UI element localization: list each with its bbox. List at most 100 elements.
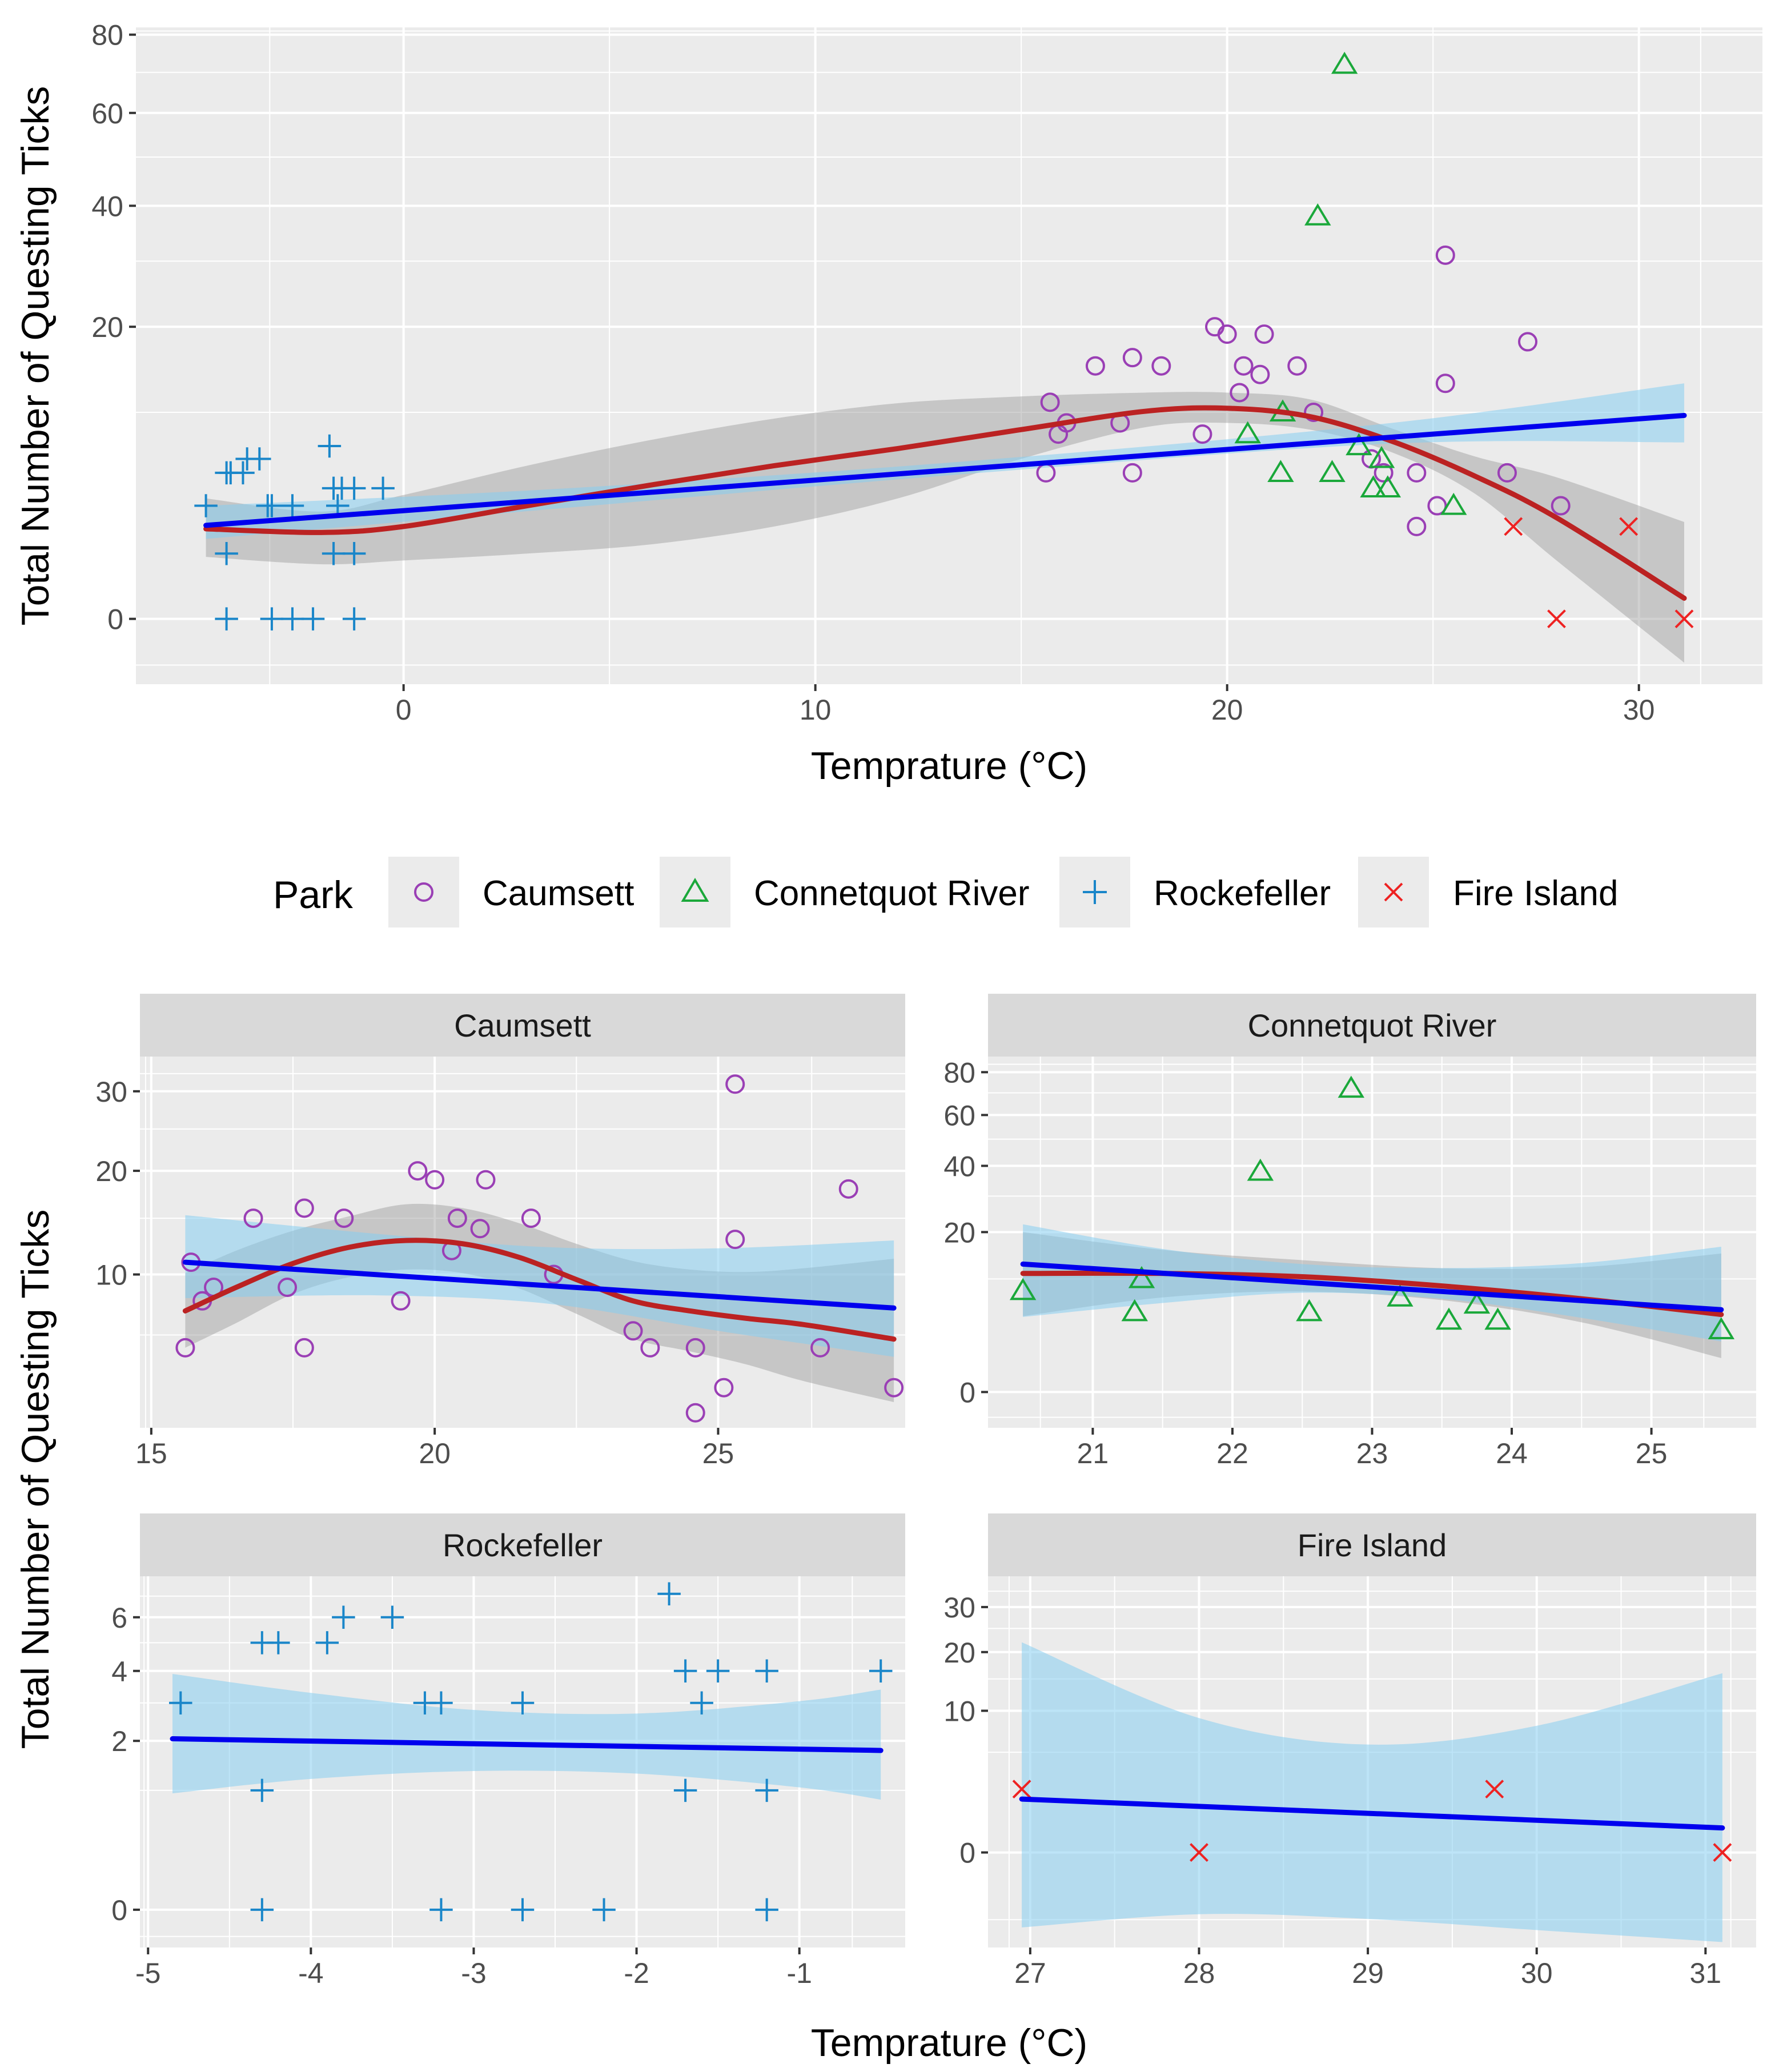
facet-fire-island-x-tick-label: 30 — [1521, 1957, 1553, 1989]
facet-connetquot-river-y-tick-label: 80 — [943, 1057, 975, 1089]
facet-rockefeller-lm-line — [170, 1736, 884, 1753]
facet-rockefeller-point-rockefeller — [673, 1778, 697, 1802]
facet-rockefeller-x-tick-label: -4 — [298, 1957, 323, 1989]
legend-item-caumsett: Caumsett — [388, 857, 634, 927]
main-x-tick-labels: 0 10 20 30 — [396, 684, 1655, 726]
facet-caumsett-point-caumsett — [838, 1179, 858, 1199]
main-point-caumsett — [1407, 516, 1427, 536]
legend-title: Park — [273, 873, 354, 917]
main-point-connetquot-river — [1234, 421, 1261, 444]
main-point-caumsett — [1217, 324, 1237, 344]
main-y-tick-label: 60 — [91, 98, 123, 130]
main-y-tick-label: 80 — [91, 19, 123, 51]
facet-caumsett-point-caumsett — [685, 1338, 705, 1358]
facet-rockefeller-point-rockefeller — [332, 1605, 355, 1629]
facet-rockefeller-y-tick-label: 4 — [111, 1656, 127, 1688]
main-x-axis-title: Temprature (°C) — [811, 744, 1087, 788]
facet-caumsett-point-caumsett — [294, 1338, 314, 1358]
main-x-tick-label: 30 — [1623, 694, 1655, 726]
facet-rockefeller-x-tick-label: -3 — [461, 1957, 486, 1989]
legend-label-caumsett: Caumsett — [483, 874, 634, 913]
facet-rockefeller-x-tick-label: -1 — [786, 1957, 812, 1989]
main-point-rockefeller — [342, 542, 366, 565]
facet-caumsett-x-ticks: 15 20 25 — [135, 1428, 734, 1469]
facet-caumsett-y-tick-label: 30 — [95, 1076, 127, 1108]
main-point-caumsett — [1254, 324, 1274, 344]
facet-caumsett-points — [175, 1074, 904, 1423]
facet-caumsett-point-caumsett — [425, 1170, 445, 1190]
facet-caumsett-point-caumsett — [391, 1291, 411, 1311]
facet-caumsett-strip — [140, 994, 905, 1057]
facet-fire-island-x-tick-label: 31 — [1690, 1957, 1722, 1989]
main-point-caumsett — [1551, 496, 1571, 516]
facet-connetquot-river-y-ticks: 0 20 40 60 80 — [943, 1057, 988, 1408]
facet-rockefeller-x-ticks: -5 -4 -3 -2 -1 — [135, 1947, 812, 1989]
facet-fire-island-y-tick-label: 20 — [943, 1637, 975, 1669]
facet-rockefeller-points — [169, 1582, 893, 1922]
facet-caumsett-x-tick-label: 20 — [419, 1437, 451, 1469]
facet-connetquot-river-y-tick-label: 40 — [943, 1150, 975, 1182]
facet-connetquot-river-point-connetquot-river — [1128, 1266, 1155, 1288]
main-point-caumsett — [1407, 463, 1427, 483]
facet-fire-island-y-ticks: 0 10 20 30 — [943, 1592, 988, 1869]
facet-rockefeller-strip-label: Rockefeller — [443, 1527, 603, 1563]
facet-caumsett-lm-line — [182, 1259, 897, 1311]
facet-caumsett-x-tick-label: 15 — [135, 1437, 167, 1469]
main-point-caumsett — [1497, 463, 1517, 483]
facet-caumsett-point-caumsett — [884, 1378, 904, 1398]
facet-caumsett-y-tick-label: 10 — [95, 1259, 127, 1291]
facet-caumsett-point-caumsett — [278, 1278, 298, 1298]
facet-connetquot-river-lm-line — [1020, 1261, 1724, 1312]
facet-caumsett-smooth-line — [182, 1238, 897, 1342]
facet-rockefeller-fit-lines — [170, 1736, 884, 1753]
legend-symbol-connetquot-river — [681, 878, 709, 902]
facet-fire-island-lm-line — [1019, 1796, 1725, 1831]
facet-caumsett-point-caumsett — [470, 1219, 490, 1239]
facet-connetquot-river-x-tick-label: 24 — [1496, 1437, 1528, 1469]
main-points — [194, 51, 1694, 631]
main-point-caumsett — [1122, 348, 1142, 368]
facet-connetquot-river-y-tick-label: 20 — [943, 1216, 975, 1248]
facet-fire-island-x-tick-label: 29 — [1352, 1957, 1384, 1989]
main-point-rockefeller — [260, 494, 284, 517]
facet-caumsett-point-caumsett — [725, 1230, 745, 1250]
main-point-connetquot-river — [1440, 492, 1467, 515]
facet-connetquot-river-point-connetquot-river — [1121, 1299, 1148, 1322]
main-point-fire-island — [1674, 609, 1694, 629]
facet-rockefeller-strip — [140, 1513, 905, 1576]
main-gridlines — [136, 27, 1762, 684]
facet-caumsett-point-caumsett — [521, 1208, 541, 1228]
main-point-caumsett — [1374, 463, 1394, 483]
main-x-tick-label: 0 — [396, 694, 412, 726]
facet-rockefeller-y-tick-label: 2 — [111, 1725, 127, 1757]
facet-caumsett-point-caumsett — [685, 1403, 705, 1423]
legend-label-connetquot-river: Connetquot River — [754, 874, 1030, 913]
facet-fire-island-lm-band-group — [1022, 1642, 1722, 1942]
facet-x-axis-title: Temprature (°C) — [811, 2021, 1087, 2065]
facet-caumsett: Caumsett 10 20 30 15 20 25 — [95, 994, 905, 1469]
facet-connetquot-river-point-connetquot-river — [1296, 1299, 1323, 1322]
facet-connetquot-river: Connetquot River 0 20 40 60 80 21 22 23 24 25 — [943, 994, 1756, 1469]
main-point-rockefeller — [194, 494, 218, 517]
facet-connetquot-river-point-connetquot-river — [1435, 1307, 1463, 1330]
facet-connetquot-river-fit-lines — [1020, 1261, 1724, 1318]
main-point-caumsett — [1230, 383, 1250, 403]
facet-caumsett-y-ticks: 10 20 30 — [95, 1076, 140, 1291]
facet-rockefeller-point-rockefeller — [690, 1691, 713, 1715]
main-point-caumsett — [1122, 463, 1142, 483]
facet-rockefeller-x-tick-label: -2 — [624, 1957, 649, 1989]
facet-rockefeller-point-rockefeller — [429, 1691, 453, 1715]
facet-rockefeller-point-rockefeller — [592, 1898, 616, 1922]
facet-rockefeller-point-rockefeller — [511, 1691, 535, 1715]
facet-rockefeller-point-rockefeller — [706, 1659, 730, 1683]
facet-connetquot-river-x-ticks: 21 22 23 24 25 — [1077, 1428, 1667, 1469]
facet-rockefeller: Rockefeller 0 2 4 6 -5 -4 -3 -2 -1 — [111, 1513, 905, 1989]
facet-fire-island-x-tick-label: 28 — [1183, 1957, 1215, 1989]
facet-caumsett-point-caumsett — [725, 1074, 745, 1094]
facet-connetquot-river-point-connetquot-river — [1387, 1284, 1413, 1307]
legend-label-rockefeller: Rockefeller — [1154, 874, 1331, 913]
main-point-rockefeller — [342, 476, 366, 500]
legend-symbol-fire-island — [1384, 882, 1403, 902]
facet-rockefeller-point-rockefeller — [673, 1659, 697, 1683]
facet-rockefeller-point-rockefeller — [755, 1778, 778, 1802]
